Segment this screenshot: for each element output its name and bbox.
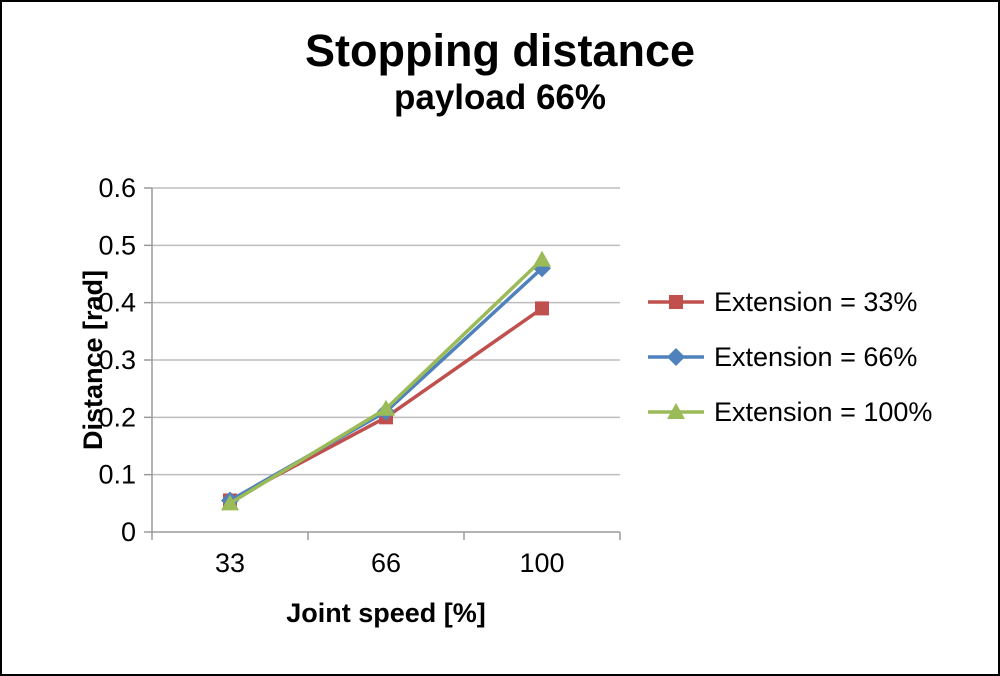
series-marker-diamond — [667, 348, 685, 366]
legend-label: Extension = 66% — [714, 342, 917, 372]
series-marker-triangle — [221, 494, 239, 511]
legend-label: Extension = 33% — [714, 287, 917, 317]
x-axis-title: Joint speed [%] — [286, 598, 486, 628]
series-marker-square — [535, 301, 549, 316]
y-tick-label: 0.1 — [98, 460, 136, 490]
y-tick-label: 0.6 — [98, 173, 136, 203]
y-tick-label: 0.4 — [98, 288, 136, 318]
x-tick-label: 33 — [215, 548, 245, 578]
series-marker-triangle — [533, 250, 551, 267]
y-tick-label: 0.2 — [98, 402, 136, 432]
legend-item: Extension = 33% — [648, 287, 917, 317]
chart-title-block: Stopping distance payload 66% — [2, 25, 998, 118]
y-axis-title: Distance [rad] — [78, 270, 108, 450]
x-tick-label: 100 — [519, 548, 564, 578]
legend-label: Extension = 100% — [714, 397, 932, 427]
series-marker-triangle — [377, 399, 395, 416]
series-2 — [221, 250, 551, 511]
y-tick-label: 0.3 — [98, 345, 136, 375]
legend: Extension = 33% Extension = 66% Extension … — [648, 287, 932, 427]
x-tick-label: 66 — [371, 548, 401, 578]
series-line — [229, 258, 544, 505]
series-marker-triangle — [667, 403, 685, 419]
legend-item: Extension = 66% — [648, 342, 917, 372]
chart-title: Stopping distance — [304, 25, 695, 76]
chart-subtitle: payload 66% — [393, 78, 607, 118]
series-marker-square — [669, 295, 683, 309]
y-tick-label: 0 — [121, 517, 136, 547]
y-tick-label: 0.5 — [98, 230, 136, 260]
legend-item: Extension = 100% — [648, 397, 932, 427]
